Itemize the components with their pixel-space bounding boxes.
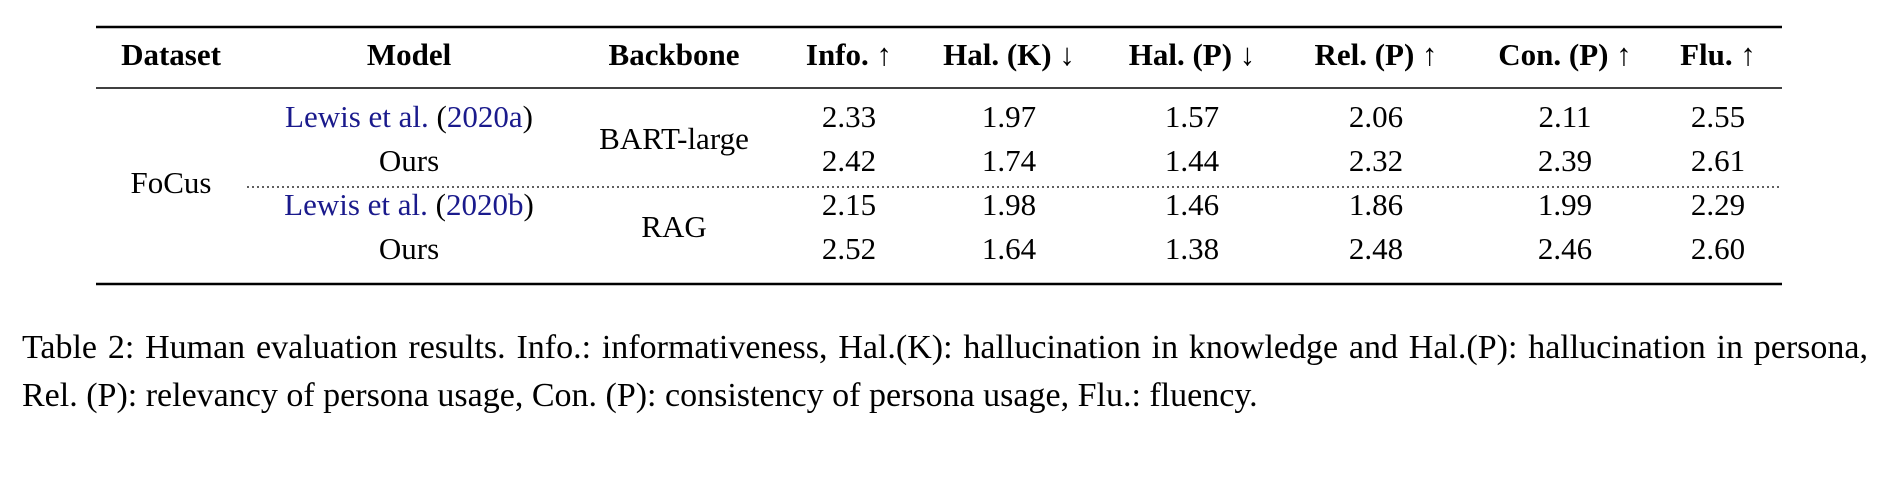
value-cell: 2.39 bbox=[1538, 143, 1592, 178]
model-part: ( bbox=[429, 99, 447, 134]
value-cell: 1.38 bbox=[1165, 231, 1219, 266]
header-cell: Hal. (P) ↓ bbox=[1129, 37, 1256, 72]
value-cell: 2.32 bbox=[1349, 143, 1403, 178]
header-cell: Dataset bbox=[121, 37, 222, 72]
model-part: Ours bbox=[379, 143, 439, 178]
value-cell: 2.60 bbox=[1691, 231, 1745, 266]
value-cell: 1.86 bbox=[1349, 187, 1403, 222]
table: FoCus Dataset Model Backbone Info. ↑ Hal. (K… bbox=[96, 25, 1782, 286]
header-cell: Rel. (P) ↑ bbox=[1314, 37, 1437, 72]
header-cell: Model bbox=[367, 37, 452, 72]
model-part: Ours bbox=[379, 231, 439, 266]
model-part: ) bbox=[523, 99, 533, 134]
value-cell: 1.98 bbox=[982, 187, 1036, 222]
model-cell: Lewis et al. (2020b) bbox=[284, 187, 534, 222]
model-part: 2020a bbox=[447, 99, 523, 134]
value-cell: 1.64 bbox=[982, 231, 1037, 266]
value-cell: 2.52 bbox=[822, 231, 876, 266]
value-cell: 2.29 bbox=[1691, 187, 1745, 222]
model-part: Lewis et al. bbox=[284, 187, 428, 222]
model-cell: Ours bbox=[379, 231, 439, 266]
value-cell: 2.61 bbox=[1691, 143, 1745, 178]
value-cell: 2.15 bbox=[822, 187, 876, 222]
backbone-cell: RAG bbox=[641, 209, 706, 244]
model-part: 2020b bbox=[446, 187, 524, 222]
value-cell: 1.44 bbox=[1165, 143, 1220, 178]
value-cell: 2.46 bbox=[1538, 231, 1592, 266]
header-cell: Hal. (K) ↓ bbox=[943, 37, 1075, 72]
dataset-cell: FoCus bbox=[131, 165, 212, 200]
value-cell: 2.06 bbox=[1349, 99, 1403, 134]
model-part: Lewis et al. bbox=[285, 99, 429, 134]
model-part: ( bbox=[428, 187, 446, 222]
value-cell: 2.55 bbox=[1691, 99, 1745, 134]
header-cell: Con. (P) ↑ bbox=[1498, 37, 1631, 72]
caption: Table 2: Human evaluation results. Info.… bbox=[22, 329, 1868, 414]
model-part: ) bbox=[524, 187, 534, 222]
value-cell: 1.97 bbox=[982, 99, 1036, 134]
header-cell: Backbone bbox=[609, 37, 740, 72]
value-cell: 2.42 bbox=[822, 143, 876, 178]
model-cell: Lewis et al. (2020a) bbox=[285, 99, 533, 134]
value-cell: 1.46 bbox=[1165, 187, 1219, 222]
value-cell: 1.74 bbox=[982, 143, 1037, 178]
header-cell: Flu. ↑ bbox=[1680, 37, 1756, 72]
value-cell: 1.57 bbox=[1165, 99, 1219, 134]
value-cell: 2.48 bbox=[1349, 231, 1403, 266]
value-cell: 2.33 bbox=[822, 99, 876, 134]
value-cell: 1.99 bbox=[1538, 187, 1592, 222]
header-cell: Info. ↑ bbox=[806, 37, 892, 72]
backbone-cell: BART-large bbox=[599, 121, 749, 156]
model-cell: Ours bbox=[379, 143, 439, 178]
value-cell: 2.11 bbox=[1538, 99, 1591, 134]
